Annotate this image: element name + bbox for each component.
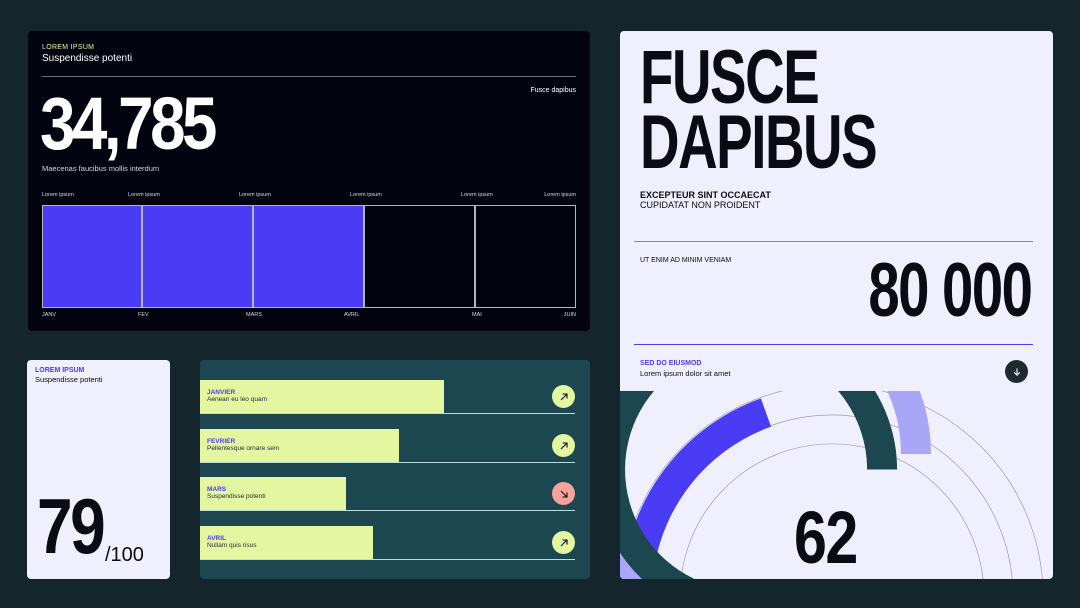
score-value: 79	[37, 482, 106, 570]
month-level-bar	[200, 429, 399, 462]
column-label: Lorem ipsum	[239, 192, 271, 198]
month-description: Aenean eu leo quam	[207, 396, 267, 403]
month-name: AVRIL	[207, 535, 227, 542]
month-description: Nullam quis risus	[207, 542, 257, 549]
revenue-big-number: 34,785	[40, 82, 217, 165]
score-card: LOREM IPSUM Suspendisse potenti 79 /100	[27, 360, 170, 579]
kpi-label: UT ENIM AD MINIM VENIAM	[640, 257, 732, 264]
month-column	[364, 205, 475, 308]
divider	[634, 241, 1033, 242]
month-level-bar	[200, 380, 444, 413]
month-column	[42, 205, 142, 308]
month-level-bar	[200, 477, 347, 510]
month-label: MAI	[472, 312, 482, 318]
divider	[634, 344, 1033, 345]
column-label: Lorem ipsum	[461, 192, 493, 198]
monthly-progress-chart	[42, 205, 576, 308]
headline: FUSCE DAPIBUS	[640, 35, 878, 186]
revenue-tag: Fusce dapibus	[530, 87, 576, 94]
month-name: JANVIER	[207, 389, 236, 396]
month-label: AVRIL	[344, 312, 360, 318]
month-label: JUIN	[563, 312, 576, 318]
month-column	[475, 205, 576, 308]
list-item[interactable]: AVRIL Nullam quis risus	[200, 526, 575, 561]
section-subtitle: Lorem ipsum dolor sit amet	[640, 369, 731, 378]
headline-subtitle-bold: EXCEPTEUR SINT OCCAECAT	[640, 190, 771, 200]
list-item[interactable]: MARS Suspendisse potenti	[200, 477, 575, 512]
column-labels: Lorem ipsum Lorem ipsum Lorem ipsum Lore…	[42, 192, 576, 202]
month-description: Pellentesque ornare sem	[207, 445, 280, 452]
arrow-up-right-icon[interactable]	[552, 385, 575, 408]
list-item[interactable]: JANVIER Aenean eu leo quam	[200, 380, 575, 415]
revenue-subtitle: Suspendisse potenti	[42, 53, 133, 64]
column-label: Lorem ipsum	[350, 192, 382, 198]
headline-line: FUSCE	[640, 35, 820, 120]
revenue-eyebrow: LOREM IPSUM	[42, 44, 95, 51]
month-labels: JANV FEV MARS AVRIL MAI JUIN	[42, 312, 576, 322]
arrow-up-right-icon[interactable]	[552, 531, 575, 554]
month-label: FEV	[138, 312, 149, 318]
summary-card: FUSCE DAPIBUS EXCEPTEUR SINT OCCAECAT CU…	[620, 31, 1053, 579]
score-subtitle: Suspendisse potenti	[35, 375, 103, 384]
gauge-track	[680, 443, 984, 579]
month-grid-svg	[42, 205, 576, 308]
month-description: Suspendisse potenti	[207, 493, 266, 500]
list-item[interactable]: FEVRIER Pellentesque ornare sem	[200, 429, 575, 464]
row-divider	[200, 559, 575, 560]
arrow-down-right-icon[interactable]	[552, 482, 575, 505]
divider	[42, 76, 576, 77]
score-eyebrow: LOREM IPSUM	[35, 367, 85, 374]
revenue-caption: Maecenas faucibus mollis interdum	[42, 164, 160, 173]
months-card: JANVIER Aenean eu leo quam FEVRIER Pelle…	[200, 360, 590, 579]
revenue-card: LOREM IPSUM Suspendisse potenti Fusce da…	[28, 31, 590, 331]
arrow-up-right-icon[interactable]	[552, 434, 575, 457]
row-divider	[200, 462, 575, 463]
headline-subtitle: CUPIDATAT NON PROIDENT	[640, 200, 761, 210]
month-column	[253, 205, 364, 308]
row-divider	[200, 413, 575, 414]
column-label: Lorem ipsum	[128, 192, 160, 198]
column-label: Lorem ipsum	[42, 192, 74, 198]
arrow-down-icon[interactable]	[1005, 360, 1028, 383]
headline-line: DAPIBUS	[640, 100, 878, 186]
month-column	[142, 205, 253, 308]
gauge-track	[621, 391, 1043, 579]
month-level-bar	[200, 526, 373, 559]
score-out-of: /100	[105, 544, 144, 566]
row-divider	[200, 510, 575, 511]
month-name: FEVRIER	[207, 438, 236, 445]
column-label: Lorem ipsum	[544, 192, 576, 198]
kpi-value: 80 000	[867, 248, 1033, 333]
month-label: JANV	[42, 312, 57, 318]
gauge-value: 62	[794, 496, 858, 579]
section-title: SED DO EIUSMOD	[640, 360, 702, 367]
month-name: MARS	[207, 486, 227, 493]
radial-gauge	[620, 391, 1043, 579]
month-label: MARS	[246, 312, 262, 318]
gauge-ring	[620, 391, 898, 579]
